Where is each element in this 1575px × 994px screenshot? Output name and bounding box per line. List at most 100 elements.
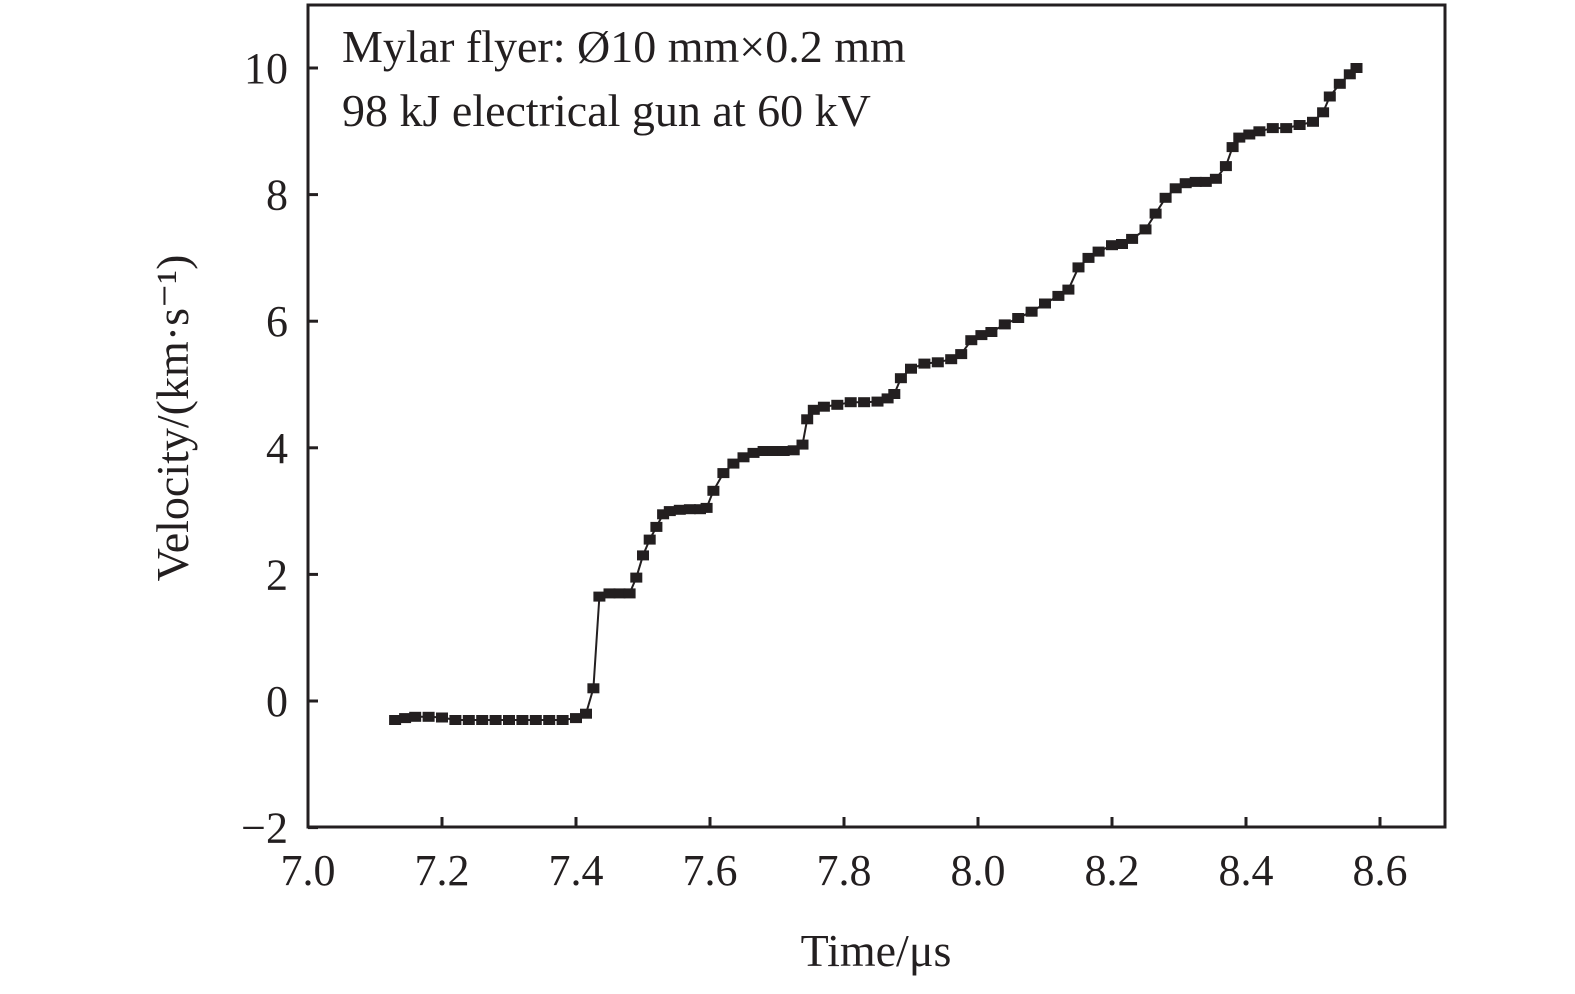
data-point (975, 330, 988, 341)
data-point (727, 458, 740, 469)
series-trace-line (394, 67, 1358, 721)
y-tick-label: 8 (266, 171, 288, 220)
data-point (1199, 176, 1212, 187)
data-point (858, 397, 871, 408)
data-point (1149, 208, 1162, 219)
data-point (389, 715, 402, 725)
annotation-line-1: Mylar flyer: Ø10 mm×0.2 mm (342, 21, 906, 72)
data-point (637, 550, 649, 561)
data-point (1343, 69, 1356, 80)
x-tick-label: 7.6 (683, 846, 738, 895)
data-point (529, 715, 542, 725)
data-point (1293, 120, 1306, 130)
data-point (1082, 252, 1095, 263)
data-point (489, 715, 502, 725)
data-point (556, 715, 569, 725)
series-points (389, 63, 1363, 725)
data-point (543, 715, 556, 725)
data-point (1189, 176, 1202, 187)
y-tick-label: 6 (266, 297, 288, 346)
data-point (476, 715, 489, 725)
y-axis-title: Velocity/(km·s⁻¹) (147, 255, 198, 582)
y-tick-label: 4 (266, 424, 288, 473)
data-point (657, 509, 670, 520)
data-point (1333, 78, 1346, 89)
data-point (593, 591, 606, 602)
data-point (796, 439, 809, 450)
data-point (1159, 192, 1172, 203)
x-tick-label: 7.8 (817, 846, 872, 895)
data-point (888, 389, 901, 399)
data-point (871, 396, 884, 407)
y-tick-label: 10 (244, 44, 288, 93)
data-point (613, 588, 626, 599)
data-point (777, 446, 790, 456)
x-tick-label: 7.2 (415, 846, 470, 895)
data-point (516, 715, 529, 725)
data-point (603, 588, 616, 599)
data-point (717, 468, 730, 479)
data-point (1169, 183, 1182, 194)
data-point (1106, 240, 1118, 251)
data-point (747, 447, 760, 458)
data-point (965, 335, 978, 346)
data-point (1039, 298, 1051, 309)
data-point (399, 713, 412, 724)
data-point (673, 504, 686, 515)
y-tick-label: 0 (266, 677, 288, 726)
data-point (580, 708, 592, 719)
data-point (694, 504, 706, 515)
data-point (436, 712, 448, 723)
x-tick-label: 7.4 (549, 846, 604, 895)
data-point (955, 349, 968, 360)
data-point (918, 358, 931, 369)
data-point (707, 485, 720, 496)
x-tick-label: 8.0 (951, 846, 1006, 895)
data-point (894, 373, 907, 384)
x-tick-label: 8.2 (1085, 846, 1140, 895)
data-point (1323, 91, 1336, 102)
x-axis-ticks: 7.0 7.2 7.4 7.6 7.8 8.0 8.2 8.4 8.6 (281, 817, 1408, 895)
x-tick-label: 8.4 (1219, 846, 1274, 895)
data-point (650, 521, 663, 532)
y-axis-ticks: −2 0 2 4 6 8 10 (241, 44, 318, 853)
data-point (1233, 132, 1246, 143)
data-point (462, 715, 475, 725)
data-point (931, 357, 944, 368)
data-point (1126, 233, 1139, 244)
data-point (737, 452, 750, 463)
x-axis-title: Time/μs (801, 925, 952, 976)
data-point (1243, 129, 1256, 140)
data-point (422, 711, 435, 722)
data-point (643, 534, 656, 545)
data-point (1307, 116, 1319, 127)
data-point (587, 683, 600, 694)
data-point (1350, 63, 1363, 73)
data-point (807, 404, 820, 415)
data-point (767, 446, 780, 456)
annotation-line-2: 98 kJ electrical gun at 60 kV (342, 85, 871, 136)
data-point (700, 502, 713, 513)
data-point (409, 711, 422, 722)
data-point (1012, 313, 1025, 323)
data-point (1116, 239, 1128, 249)
data-point (623, 588, 636, 599)
data-point (630, 572, 643, 583)
data-point (1280, 123, 1293, 134)
x-tick-label: 7.0 (281, 846, 336, 895)
data-point (1209, 173, 1222, 184)
y-tick-label: −2 (241, 804, 288, 853)
data-point (1179, 178, 1192, 189)
data-point (985, 327, 998, 337)
data-point (1266, 123, 1279, 134)
data-point (1062, 284, 1075, 295)
data-point (1219, 161, 1232, 172)
data-point (503, 715, 515, 725)
data-point (831, 399, 844, 410)
data-point (1025, 306, 1038, 317)
plot-frame (306, 3, 1447, 829)
data-point (844, 397, 857, 408)
data-point (1226, 142, 1239, 153)
data-point (817, 401, 830, 412)
